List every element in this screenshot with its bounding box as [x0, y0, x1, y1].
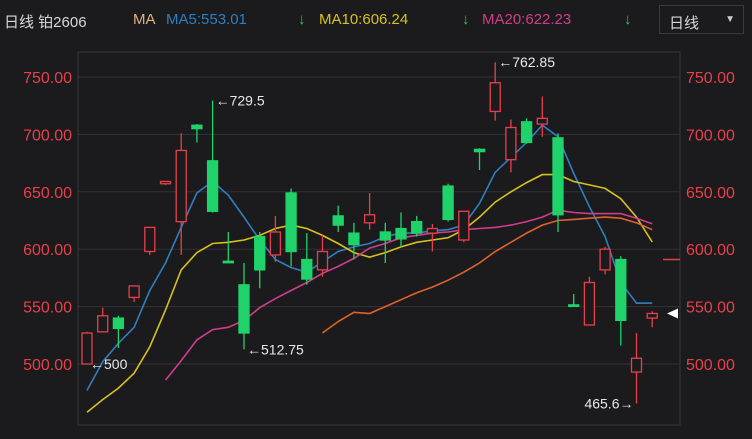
y-tick-label-right: 750.00 — [686, 70, 735, 87]
contract-title: 日线 铂2606 — [4, 14, 87, 31]
candle-up — [630, 357, 643, 373]
candle-up — [81, 332, 93, 365]
y-tick-label-left: 550.00 — [23, 300, 72, 317]
candle-up — [505, 126, 517, 161]
ma-label[interactable]: MA — [133, 11, 156, 28]
candle-down — [332, 215, 344, 226]
candle-up — [583, 281, 596, 326]
candle-down — [615, 258, 627, 322]
candle-down — [520, 121, 533, 144]
candle-up — [128, 285, 140, 299]
candle-down — [552, 137, 564, 216]
ma20-value: MA20:622.23 — [482, 11, 572, 28]
candle-up — [316, 250, 329, 271]
ma10-down-arrow-icon: ↓ — [462, 11, 470, 28]
candle-down — [206, 160, 219, 212]
price-annotation: ←729.5 — [216, 93, 265, 109]
price-annotation: ←762.85 — [498, 54, 555, 70]
candle-up — [426, 227, 439, 234]
y-tick-label-right: 700.00 — [686, 127, 735, 144]
candle-down — [285, 192, 297, 253]
candle-down — [411, 220, 423, 234]
candle-up — [536, 117, 548, 125]
candle-up — [159, 180, 172, 185]
candle-up — [269, 231, 282, 256]
candle-up — [363, 214, 376, 224]
candle-down — [473, 148, 486, 153]
candle-down — [112, 317, 125, 330]
ma20-down-arrow-icon: ↓ — [624, 11, 632, 28]
ma-line-long — [322, 216, 653, 334]
candle-down — [395, 227, 407, 240]
ma5-down-arrow-icon: ↓ — [298, 11, 306, 28]
candle-up — [97, 315, 109, 333]
candle-up — [489, 82, 501, 113]
candle-down — [348, 232, 360, 246]
ma5-value: MA5:553.01 — [166, 11, 247, 28]
y-tick-label-right: 600.00 — [686, 242, 735, 259]
chart-header: 日线 铂2606 MA MA5:553.01 ↓ MA10:606.24 ↓ M… — [0, 0, 752, 40]
candle-up — [646, 312, 658, 319]
period-select[interactable]: 日线 ▼ — [659, 5, 744, 34]
period-select-value: 日线 — [669, 15, 700, 32]
chevron-down-icon: ▼ — [725, 14, 735, 25]
price-annotation: 465.6→ — [584, 395, 633, 411]
y-tick-label-right: 500.00 — [686, 357, 735, 374]
candle-down — [238, 284, 250, 334]
current-price-marker-icon — [667, 308, 678, 319]
ma10-value: MA10:606.24 — [319, 11, 409, 28]
candle-up — [175, 149, 187, 223]
plot-border — [77, 51, 681, 426]
candle-down — [191, 124, 203, 130]
candle-down — [254, 235, 266, 271]
y-tick-label-right: 650.00 — [686, 185, 735, 202]
y-tick-label-left: 500.00 — [23, 357, 72, 374]
price-annotation: ←512.75 — [247, 341, 304, 357]
candle-down — [301, 258, 313, 280]
candle-down — [442, 185, 454, 221]
y-tick-label-left: 650.00 — [23, 185, 72, 202]
y-tick-label-left: 750.00 — [23, 70, 72, 87]
y-tick-label-left: 700.00 — [23, 127, 72, 144]
candle-down — [222, 260, 234, 264]
candle-down — [568, 304, 580, 308]
candle-up — [144, 226, 156, 253]
candle-up — [458, 210, 470, 241]
candle-down — [379, 231, 391, 241]
y-tick-label-left: 600.00 — [23, 242, 72, 259]
candle-up — [599, 248, 611, 271]
y-tick-label-right: 550.00 — [686, 300, 735, 317]
price-annotation: ←500 — [90, 356, 128, 372]
